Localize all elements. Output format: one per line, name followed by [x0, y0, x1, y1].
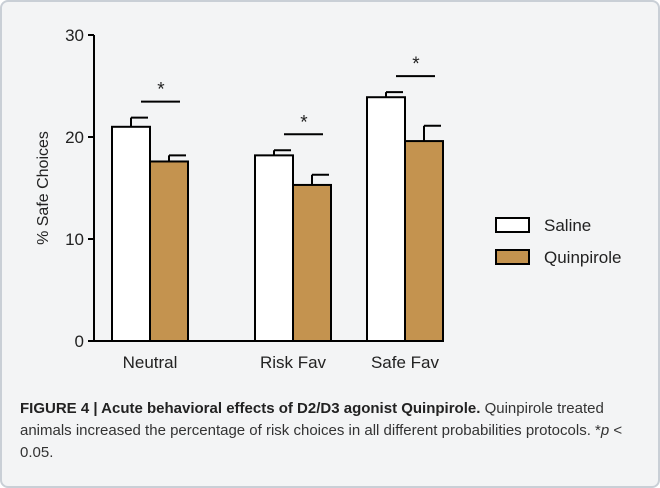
- bar-quinpirole: [292, 183, 332, 342]
- bar-saline: [254, 154, 294, 342]
- bar-quinpirole: [149, 160, 189, 342]
- y-tick-label: 20: [65, 128, 84, 147]
- y-tick-label: 10: [65, 230, 84, 249]
- y-tick-label: 0: [75, 332, 84, 351]
- bar-chart: 0 10 20 30 % Safe Choices * Neutral * Risk Fav * S…: [35, 26, 622, 372]
- significance-star: *: [300, 112, 308, 133]
- x-tick-label: Risk Fav: [260, 353, 327, 372]
- legend-label-quinpirole: Quinpirole: [544, 248, 622, 267]
- legend-swatch-quinpirole: [495, 249, 530, 265]
- legend-swatch-saline: [495, 217, 530, 233]
- y-tick-label: 30: [65, 26, 84, 45]
- significance-star: *: [412, 54, 420, 75]
- caption-star: *: [595, 422, 601, 439]
- legend-label-saline: Saline: [544, 216, 591, 235]
- caption-p-rest: < 0.05.: [20, 422, 623, 461]
- bar-saline: [111, 125, 151, 342]
- caption-body: Quinpirole treated animals increased the…: [20, 400, 604, 439]
- caption-p: p: [600, 422, 610, 439]
- bar-saline: [366, 96, 406, 342]
- caption-title: FIGURE 4 | Acute behavioral effects of D…: [20, 400, 481, 417]
- y-axis-label: % Safe Choices: [35, 131, 52, 245]
- bar-quinpirole: [404, 140, 444, 342]
- x-tick-label: Safe Fav: [371, 353, 440, 372]
- figure-caption: FIGURE 4 | Acute behavioral effects of D…: [20, 398, 645, 464]
- x-tick-label: Neutral: [123, 353, 178, 372]
- significance-star: *: [157, 80, 165, 101]
